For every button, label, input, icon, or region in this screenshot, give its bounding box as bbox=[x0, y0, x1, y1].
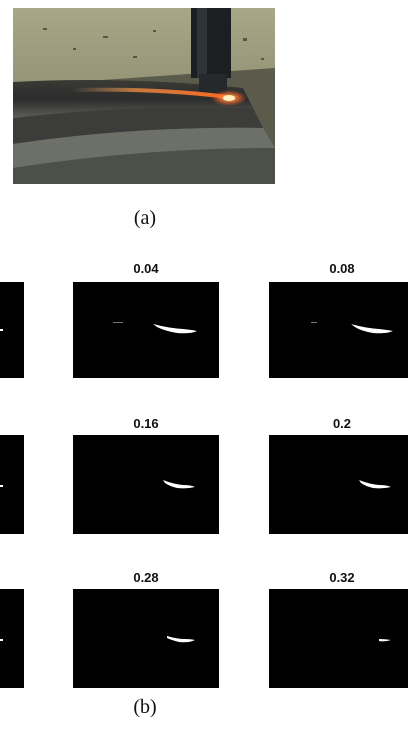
panel-5-image bbox=[167, 636, 195, 643]
panel-6-image bbox=[379, 639, 391, 642]
panel-left-row3-image bbox=[0, 639, 3, 641]
caption-b: (b) bbox=[133, 696, 157, 718]
panel-left-row1-image bbox=[0, 329, 3, 331]
panel-6 bbox=[269, 589, 408, 688]
panel-3-image bbox=[163, 480, 195, 489]
panel-left-row2 bbox=[0, 435, 24, 534]
panel-1 bbox=[73, 282, 219, 378]
panel-title-1: 0.04 bbox=[133, 261, 159, 276]
panel-5 bbox=[73, 589, 219, 688]
panel-title-4: 0.2 bbox=[332, 416, 352, 431]
panel-1-image bbox=[113, 322, 197, 334]
panel-title-5: 0.28 bbox=[133, 570, 159, 585]
welding-photo-image bbox=[13, 8, 275, 184]
panel-left-row3 bbox=[0, 589, 24, 688]
panel-4-image bbox=[359, 480, 391, 489]
panel-left-row1 bbox=[0, 282, 24, 378]
panel-title-6: 0.32 bbox=[329, 570, 355, 585]
panel-title-3: 0.16 bbox=[133, 416, 159, 431]
panel-title-2: 0.08 bbox=[329, 261, 355, 276]
panel-left-row2-image bbox=[0, 485, 3, 487]
panel-3 bbox=[73, 435, 219, 534]
caption-a: (a) bbox=[133, 207, 157, 229]
panel-2 bbox=[269, 282, 408, 378]
panel-4 bbox=[269, 435, 408, 534]
welding-photo bbox=[13, 8, 275, 184]
panel-2-image bbox=[311, 322, 393, 334]
